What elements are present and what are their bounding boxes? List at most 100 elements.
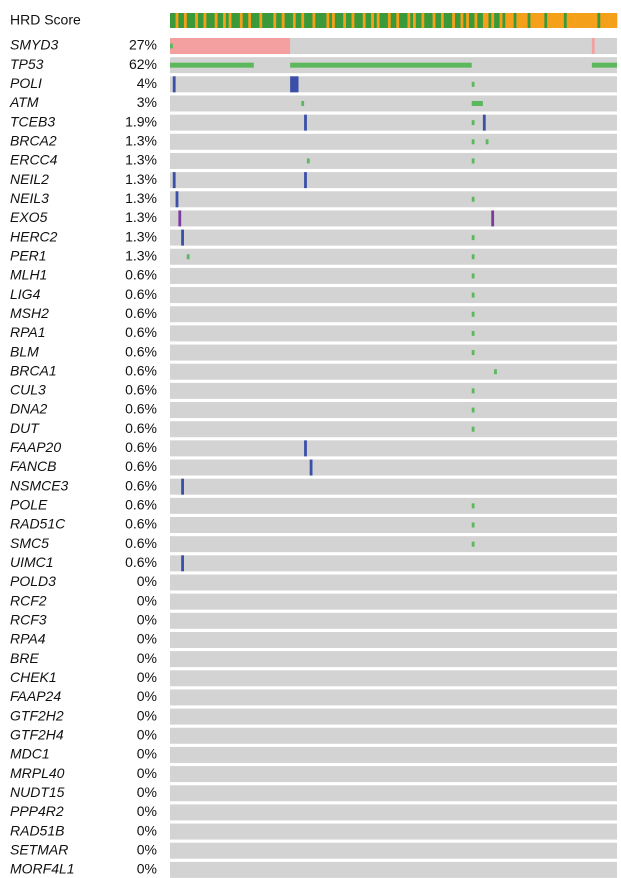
- hrd-cell: [237, 13, 241, 28]
- hrd-cell: [304, 13, 308, 28]
- hrd-cell: [566, 13, 570, 28]
- alteration: [471, 350, 475, 356]
- hrd-cell: [572, 13, 576, 28]
- gene-label: DNA2: [10, 401, 48, 417]
- hrd-cell: [200, 13, 204, 28]
- hrd-cell: [192, 13, 196, 28]
- frequency-label: 0%: [137, 650, 157, 666]
- hrd-cell: [510, 13, 514, 28]
- gene-label: RCF3: [10, 612, 47, 628]
- hrd-cell: [181, 13, 185, 28]
- frequency-label: 0.6%: [125, 516, 157, 532]
- hrd-cell: [203, 13, 207, 28]
- gene-label: PPP4R2: [10, 803, 64, 819]
- track: [170, 631, 617, 648]
- alteration: [494, 369, 497, 375]
- gene-label: CHEK1: [10, 669, 57, 685]
- frequency-label: 0.6%: [125, 267, 157, 283]
- gene-label: FANCB: [10, 458, 56, 474]
- alteration: [170, 38, 291, 54]
- hrd-cell: [485, 13, 489, 28]
- frequency-label: 1.3%: [125, 209, 157, 225]
- gene-label: BRCA1: [10, 362, 57, 378]
- gene-label: BLM: [10, 343, 39, 359]
- gene-label: FAAP20: [10, 439, 61, 455]
- hrd-cell: [496, 13, 500, 28]
- hrd-cell: [429, 13, 433, 28]
- hrd-cell: [223, 13, 227, 28]
- frequency-label: 0.6%: [125, 554, 157, 570]
- hrd-cell: [508, 13, 512, 28]
- alteration: [309, 459, 313, 476]
- alteration: [471, 273, 475, 279]
- frequency-label: 0.6%: [125, 439, 157, 455]
- hrd-cell: [614, 13, 618, 28]
- hrd-cell: [505, 13, 509, 28]
- hrd-cell: [533, 13, 537, 28]
- hrd-cell: [580, 13, 584, 28]
- hrd-cell: [376, 13, 380, 28]
- hrd-cell: [382, 13, 386, 28]
- hrd-cell: [278, 13, 283, 28]
- alteration: [186, 254, 190, 260]
- hrd-cell: [264, 13, 269, 28]
- gene-label: MDC1: [10, 746, 50, 762]
- alteration: [178, 210, 182, 227]
- alteration: [471, 330, 475, 336]
- hrd-cell: [468, 13, 473, 28]
- hrd-cell: [452, 13, 456, 28]
- track: [170, 861, 617, 878]
- hrd-cell: [354, 13, 358, 28]
- gene-label: BRCA2: [10, 133, 57, 149]
- hrd-cell: [457, 13, 461, 28]
- hrd-cell: [401, 13, 405, 28]
- hrd-cell: [273, 13, 277, 28]
- alteration: [471, 426, 475, 432]
- hrd-cell: [256, 13, 260, 28]
- hrd-cell: [608, 13, 612, 28]
- hrd-cell: [538, 13, 542, 28]
- hrd-cell: [312, 13, 316, 28]
- frequency-label: 0%: [137, 841, 157, 857]
- hrd-cell: [519, 13, 523, 28]
- track: [170, 306, 617, 323]
- frequency-label: 1.3%: [125, 247, 157, 263]
- frequency-label: 0%: [137, 592, 157, 608]
- frequency-label: 1.3%: [125, 152, 157, 168]
- track: [170, 708, 617, 725]
- alteration: [181, 478, 184, 495]
- hrd-cell: [605, 13, 609, 28]
- hrd-cell: [502, 13, 506, 28]
- hrd-cell: [513, 13, 517, 28]
- track: [170, 95, 617, 112]
- hrd-cell: [591, 13, 595, 28]
- track: [170, 191, 617, 208]
- alteration: [304, 440, 307, 457]
- hrd-cell: [396, 13, 400, 28]
- track: [170, 440, 617, 457]
- alteration: [471, 522, 475, 528]
- frequency-label: 0.6%: [125, 382, 157, 398]
- frequency-label: 0.6%: [125, 477, 157, 493]
- hrd-cell: [410, 13, 414, 28]
- hrd-cell: [393, 13, 397, 28]
- hrd-cell: [315, 13, 319, 28]
- hrd-cell: [446, 13, 450, 28]
- frequency-label: 1.9%: [125, 113, 157, 129]
- hrd-cell: [183, 13, 188, 28]
- gene-label: EXO5: [10, 209, 48, 225]
- gene-label: SETMAR: [10, 841, 68, 857]
- alteration: [471, 139, 475, 145]
- alteration: [471, 254, 475, 260]
- gene-label: GTF2H4: [10, 726, 64, 742]
- hrd-cell: [454, 13, 459, 28]
- alteration: [471, 100, 483, 106]
- hrd-cell: [189, 13, 193, 28]
- hrd-cell: [443, 13, 447, 28]
- frequency-label: 0.6%: [125, 458, 157, 474]
- gene-label: RCF2: [10, 592, 47, 608]
- hrd-cell: [306, 13, 310, 28]
- track: [170, 267, 617, 284]
- hrd-cell: [281, 13, 285, 28]
- hrd-cell: [552, 13, 556, 28]
